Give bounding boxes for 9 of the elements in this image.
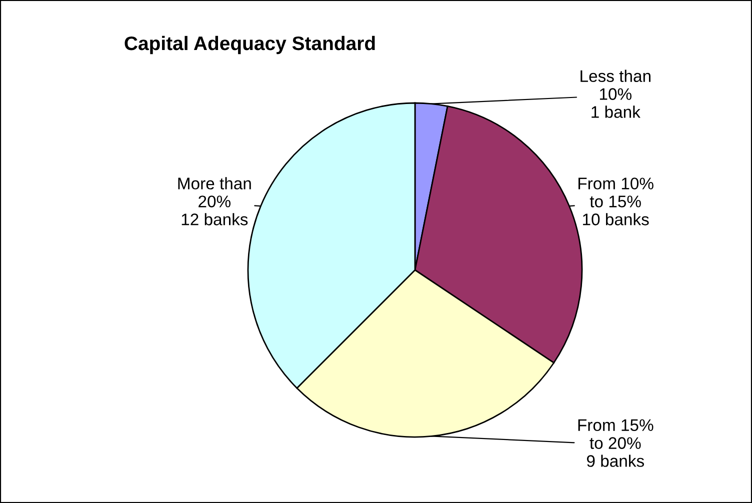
chart-title: Capital Adequacy Standard <box>124 36 375 54</box>
slice-label: More than 20% <box>178 177 251 208</box>
data-label: 1 bank <box>592 106 640 118</box>
slice-label: From 15% to 20% <box>578 419 654 449</box>
slice-label: From 10% to 15% <box>578 178 654 208</box>
data-label: 10 banks <box>583 213 649 226</box>
slice-label: Less than 10% <box>580 70 650 100</box>
data-label: 9 banks <box>586 454 644 467</box>
data-label: 12 banks <box>182 213 248 226</box>
